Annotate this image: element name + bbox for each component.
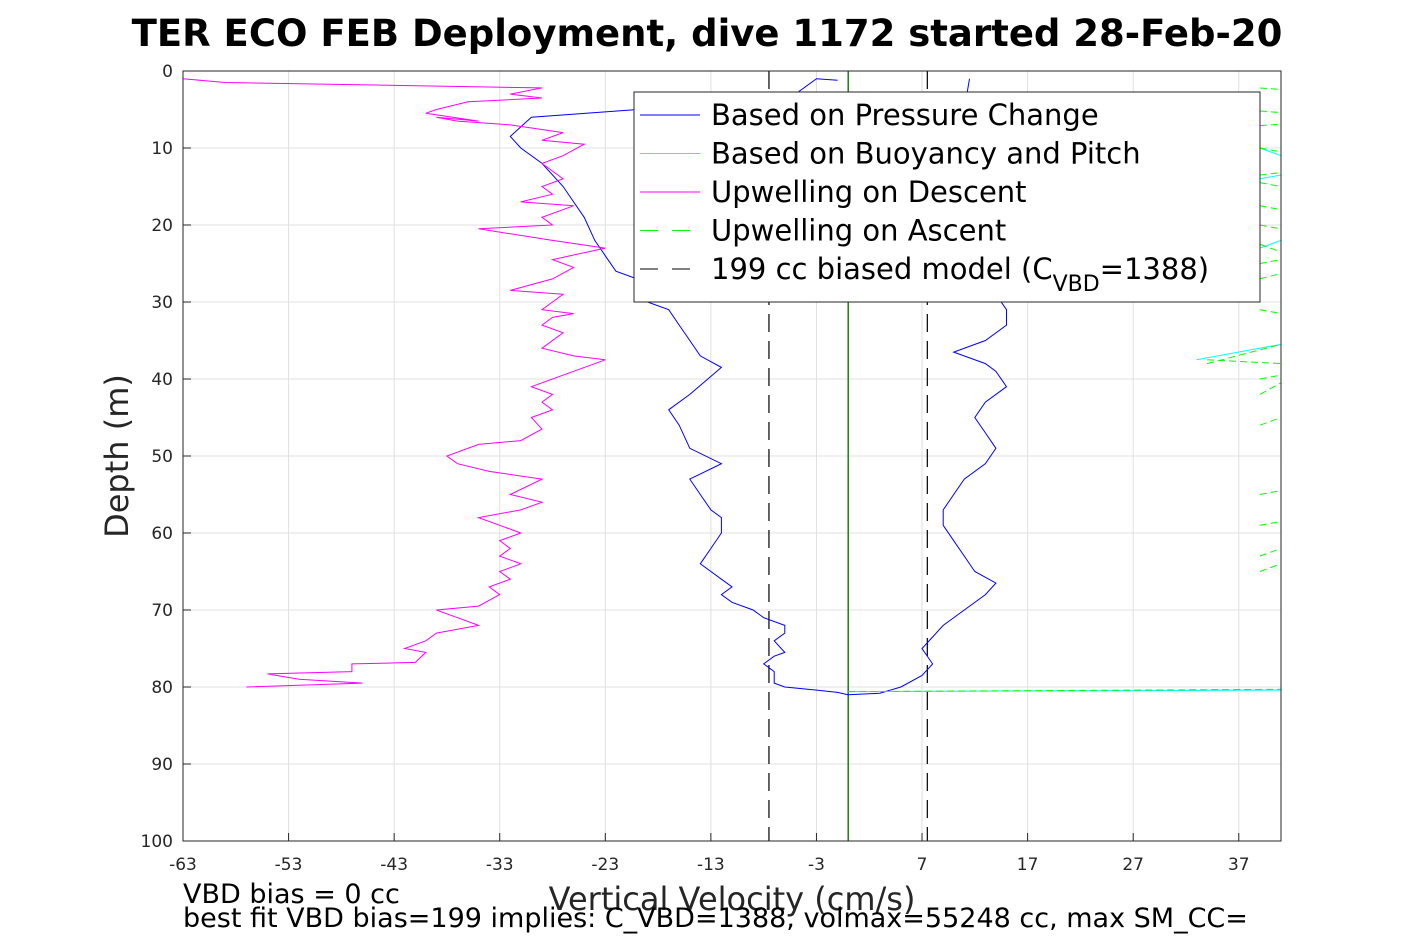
x-axis-label: Vertical Velocity (cm/s): [549, 880, 916, 918]
ascent-segment: [1259, 520, 1281, 526]
x-tick-label: -43: [380, 855, 408, 875]
y-tick-label: 20: [151, 216, 173, 236]
ascent-segment: [1259, 259, 1281, 264]
y-tick-label: 30: [151, 293, 173, 313]
buoyancy-segment: [1259, 174, 1281, 180]
legend: Based on Pressure Change Based on Buoyanc…: [633, 91, 1261, 303]
ascent-segment: [1259, 309, 1281, 315]
y-tick-label: 50: [151, 447, 173, 467]
series-line: [509, 78, 849, 696]
x-tick-label: -63: [169, 855, 197, 875]
ascent-segment: [1259, 382, 1281, 395]
ascent-segment: [1259, 273, 1281, 280]
y-tick-label: 80: [151, 678, 173, 698]
x-tick-label: 27: [1122, 855, 1144, 875]
ascent-segment: [1259, 547, 1281, 557]
x-tick-label: -33: [486, 855, 514, 875]
legend-entry: Upwelling on Ascent: [711, 214, 1006, 248]
x-tick-label: -3: [808, 855, 825, 875]
buoyancy-segment: [1196, 343, 1281, 361]
x-tick-label: -13: [697, 855, 725, 875]
x-tick-label: 37: [1228, 855, 1250, 875]
y-tick-label: 10: [151, 139, 173, 159]
y-axis-label: Depth (m): [98, 374, 136, 538]
ascent-segment: [1259, 147, 1281, 153]
ascent-segment: [1259, 417, 1281, 426]
ascent-segment: [1259, 224, 1281, 230]
y-tick-label: 90: [151, 755, 173, 775]
buoyancy-segment: [1259, 239, 1281, 249]
ascent-segment: [1259, 243, 1281, 253]
ascent-segment: [1259, 205, 1281, 211]
legend-entry: 199 cc biased model (CVBD=1388): [711, 252, 1209, 297]
y-tick-label: 60: [151, 524, 173, 544]
series-line: [183, 78, 606, 688]
y-tick-label: 40: [151, 370, 173, 390]
y-tick-label: 70: [151, 601, 173, 621]
ascent-segment: [1259, 172, 1281, 176]
best-fit-note: best fit VBD bias=199 implies: C_VBD=138…: [183, 903, 1248, 934]
buoyancy-segment: [1259, 147, 1281, 157]
y-tick-label: 0: [162, 62, 173, 82]
chart-title: TER ECO FEB Deployment, dive 1172 starte…: [132, 12, 1283, 55]
ascent-segment: [848, 688, 1281, 693]
vbd-bias-note: VBD bias = 0 cc: [183, 879, 400, 910]
ascent-segment: [1259, 563, 1281, 572]
legend-entry: Based on Pressure Change: [711, 98, 1099, 132]
ascent-segment: [1259, 490, 1281, 495]
x-tick-label: 7: [917, 855, 928, 875]
x-tick-label: 17: [1017, 855, 1039, 875]
x-tick-label: -53: [275, 855, 303, 875]
ascent-segment: [1259, 87, 1281, 90]
y-tick-label: 100: [141, 832, 173, 852]
legend-entry: Upwelling on Descent: [711, 175, 1027, 209]
ascent-segment: [1259, 182, 1281, 187]
legend-box: [633, 91, 1261, 303]
ascent-segment: [1259, 374, 1281, 380]
legend-entry: Based on Buoyancy and Pitch: [711, 137, 1141, 171]
x-tick-label: -23: [591, 855, 619, 875]
ascent-segment: [1207, 359, 1281, 365]
ascent-segment: [1259, 110, 1281, 114]
axis-ticks: -63 -53 -43 -33 -23 -13 -3 7 17 27 37 0 10 20 30 40 50 60…: [141, 62, 1250, 875]
ascent-segment: [1259, 123, 1281, 127]
